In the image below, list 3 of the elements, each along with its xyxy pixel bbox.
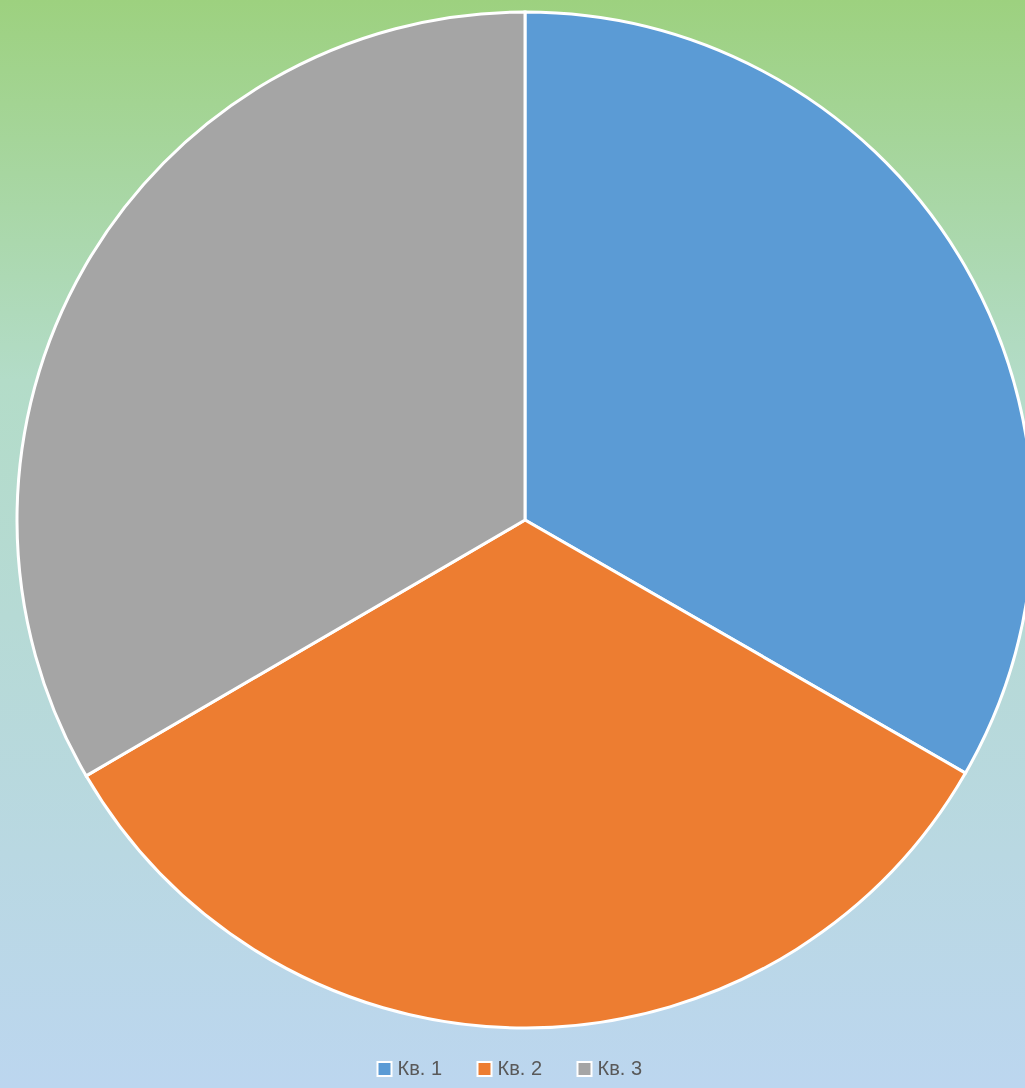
legend-label: Кв. 2: [497, 1057, 543, 1079]
legend-label: Кв. 3: [597, 1057, 643, 1079]
legend-label: Кв. 1: [397, 1057, 443, 1079]
